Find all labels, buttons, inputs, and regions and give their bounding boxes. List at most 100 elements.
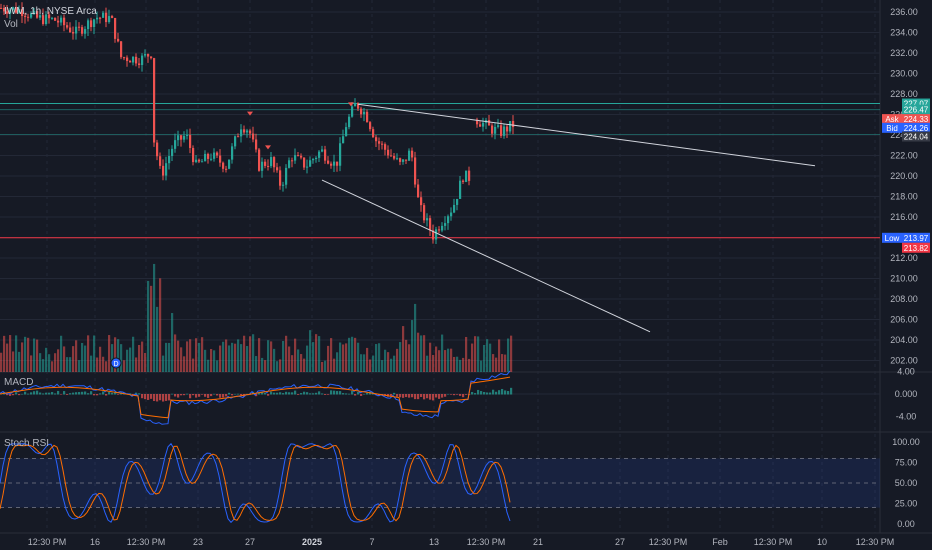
macd-histogram-bar xyxy=(207,394,210,398)
candle-body xyxy=(387,149,390,156)
candle-body xyxy=(276,167,279,171)
macd-histogram-bar xyxy=(306,392,309,395)
volume-bar xyxy=(321,361,324,372)
volume-legend[interactable]: Vol xyxy=(4,19,18,30)
volume-bar xyxy=(42,359,45,372)
macd-histogram-bar xyxy=(435,394,438,398)
candle-body xyxy=(42,15,45,25)
candle-body xyxy=(462,180,465,182)
macd-histogram-bar xyxy=(21,393,24,395)
candle-body xyxy=(321,149,324,152)
candle-body xyxy=(231,146,234,160)
candle-body xyxy=(411,150,414,158)
macd-histogram-bar xyxy=(456,394,459,395)
volume-bar xyxy=(120,344,123,372)
candle-body xyxy=(18,9,21,13)
volume-bar xyxy=(363,354,366,372)
volume-bar xyxy=(93,335,96,372)
macd-histogram-bar xyxy=(417,394,420,400)
volume-bar xyxy=(183,356,186,372)
candle-body xyxy=(147,54,150,57)
volume-bar xyxy=(297,349,300,372)
candle-body xyxy=(66,25,69,28)
volume-bar xyxy=(405,339,408,372)
volume-bar xyxy=(168,342,171,372)
time-tick-label: 27 xyxy=(245,537,255,547)
volume-bar xyxy=(186,341,189,372)
volume-bar xyxy=(30,355,33,372)
macd-histogram-bar xyxy=(444,394,447,397)
macd-histogram-bar xyxy=(282,393,285,395)
candle-body xyxy=(300,155,303,158)
macd-histogram-bar xyxy=(69,393,72,395)
candle-body xyxy=(135,56,138,64)
price-badge-value: 213.82 xyxy=(904,244,929,253)
macd-histogram-bar xyxy=(234,393,237,395)
macd-histogram-bar xyxy=(420,394,423,397)
symbol-legend[interactable]: IWM, 1h, NYSE Arca xyxy=(4,6,97,17)
macd-histogram-bar xyxy=(363,393,366,395)
price-badge xyxy=(902,114,930,125)
macd-histogram-bar xyxy=(423,394,426,400)
macd-histogram-bar xyxy=(150,394,153,399)
price-badge-tag-label: Low xyxy=(885,234,900,243)
price-badge-value: 224.04 xyxy=(904,133,929,142)
macd-histogram-bar xyxy=(192,394,195,396)
candle-body xyxy=(15,7,18,13)
volume-bar xyxy=(312,342,315,372)
volume-bar xyxy=(327,345,330,372)
volume-bar xyxy=(159,278,162,372)
macd-histogram-bar xyxy=(153,394,156,402)
macd-histogram-bar xyxy=(6,394,9,396)
price-badge-tag-label: Ask xyxy=(885,115,899,124)
macd-histogram-bar xyxy=(261,392,264,395)
volume-bar xyxy=(285,335,288,372)
macd-histogram-bar xyxy=(216,394,219,396)
macd-histogram-bar xyxy=(285,391,288,395)
macd-histogram-bar xyxy=(48,392,51,395)
candle-body xyxy=(476,119,479,125)
price-tick-label: 220.00 xyxy=(890,171,918,181)
candle-body xyxy=(363,111,366,115)
macd-legend[interactable]: MACD xyxy=(4,377,34,388)
stoch-tick-label: 100.00 xyxy=(892,437,920,447)
volume-bar xyxy=(195,338,198,372)
volume-bar xyxy=(21,342,24,372)
macd-histogram-bar xyxy=(96,394,99,396)
volume-bar xyxy=(15,335,18,372)
candle-body xyxy=(270,157,273,167)
macd-histogram-bar xyxy=(357,392,360,395)
candle-body xyxy=(497,125,500,127)
volume-bar xyxy=(339,342,342,372)
candle-body xyxy=(6,11,9,14)
volume-bar xyxy=(324,360,327,372)
candle-body xyxy=(468,170,471,181)
candle-body xyxy=(24,16,27,18)
volume-bar xyxy=(318,336,321,372)
stoch-rsi-legend[interactable]: Stoch RSI xyxy=(4,438,50,449)
candle-body xyxy=(144,54,147,56)
macd-histogram-bar xyxy=(63,391,66,395)
volume-bar xyxy=(144,352,147,372)
macd-histogram-bar xyxy=(396,394,399,397)
candle-body xyxy=(372,129,375,138)
candle-body xyxy=(177,135,180,141)
volume-bar xyxy=(444,350,447,372)
candle-body xyxy=(93,19,96,28)
pivot-marker-icon xyxy=(247,111,253,116)
volume-bar xyxy=(231,342,234,372)
volume-bar xyxy=(309,330,312,372)
volume-bar xyxy=(153,263,156,372)
macd-histogram-bar xyxy=(504,390,507,395)
candle-body xyxy=(336,161,339,166)
volume-bar xyxy=(462,357,465,372)
price-badge xyxy=(902,242,930,253)
volume-bar xyxy=(375,344,378,372)
candle-body xyxy=(503,126,506,136)
macd-histogram-bar xyxy=(231,394,234,396)
candle-body xyxy=(327,160,330,164)
volume-bar xyxy=(432,354,435,372)
candle-body xyxy=(45,14,48,25)
macd-histogram-bar xyxy=(255,394,258,397)
